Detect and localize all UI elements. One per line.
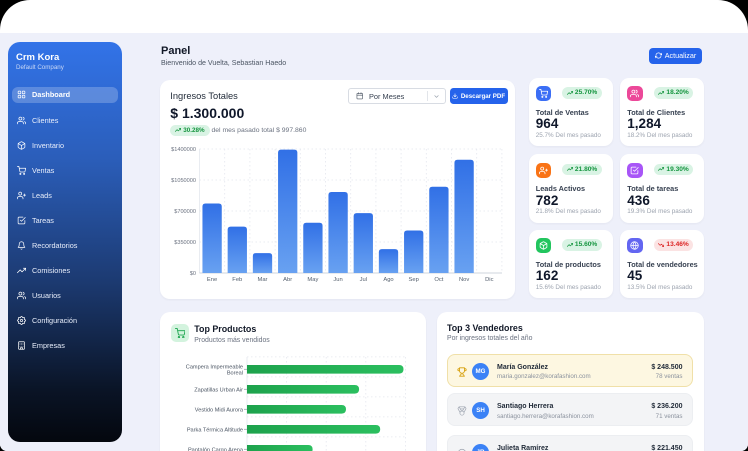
svg-text:$0: $0	[190, 271, 196, 277]
svg-text:Ene: Ene	[207, 277, 217, 283]
svg-text:$1050000: $1050000	[171, 178, 196, 184]
svg-text:Zapatillas Urban Air: Zapatillas Urban Air	[194, 387, 243, 393]
svg-text:Nov: Nov	[459, 277, 469, 283]
svg-text:Jul: Jul	[360, 277, 367, 283]
svg-text:Abr: Abr	[283, 277, 292, 283]
svg-text:$700000: $700000	[174, 209, 196, 215]
svg-text:$1400000: $1400000	[171, 147, 196, 153]
svg-text:Feb: Feb	[232, 277, 242, 283]
svg-text:Vestido Midi Aurora: Vestido Midi Aurora	[195, 407, 244, 413]
svg-text:Mar: Mar	[258, 277, 268, 283]
svg-text:Parka Térmica Altitude: Parka Térmica Altitude	[187, 427, 243, 433]
svg-text:Pantalón Cargo Arena: Pantalón Cargo Arena	[188, 447, 244, 451]
svg-text:Jun: Jun	[333, 277, 342, 283]
svg-text:Ago: Ago	[383, 277, 393, 283]
svg-text:$350000: $350000	[174, 240, 196, 246]
svg-text:Sep: Sep	[409, 277, 419, 283]
svg-text:May: May	[307, 277, 318, 283]
svg-text:Dic: Dic	[485, 277, 493, 283]
svg-text:Oct: Oct	[434, 277, 443, 283]
svg-text:Campera Impermeable: Campera Impermeable	[186, 364, 243, 370]
svg-text:Boreal: Boreal	[227, 370, 243, 376]
